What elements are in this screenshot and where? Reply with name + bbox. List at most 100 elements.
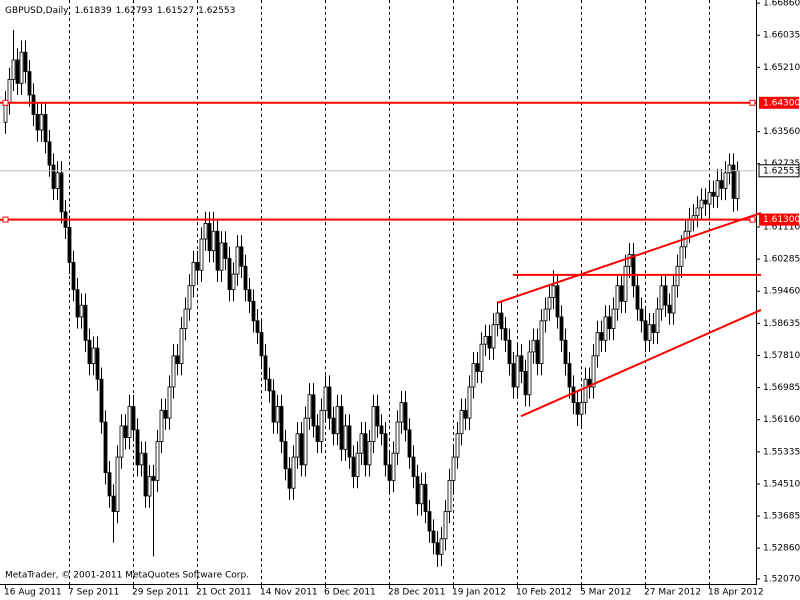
candle-body [199, 238, 204, 271]
candle-body [559, 316, 564, 341]
candle-body [583, 378, 588, 403]
candle-body [219, 242, 224, 271]
candle-body [511, 363, 516, 388]
candle-body [563, 339, 568, 365]
low: 1.61527 [157, 6, 194, 16]
x-tick-label: 7 Sep 2011 [68, 588, 119, 598]
y-tick-label: 1.60285 [763, 255, 800, 265]
candle-body [343, 425, 348, 450]
candle-body [527, 351, 532, 396]
high: 1.62793 [116, 6, 153, 16]
candle-body [535, 339, 540, 365]
candle-body [731, 164, 736, 199]
x-tick-label: 5 Mar 2012 [580, 588, 631, 598]
candle-body [387, 464, 392, 481]
candle-body [475, 363, 480, 372]
candle-body [455, 433, 460, 458]
candle-body [319, 409, 324, 442]
y-tick-label: 1.56985 [763, 383, 800, 393]
candle-body [135, 429, 140, 466]
candle-body [51, 164, 56, 189]
candle-body [71, 262, 76, 291]
candle-body [355, 452, 360, 477]
candle-body [591, 355, 596, 388]
candle-body [707, 191, 712, 205]
candle-body [95, 347, 100, 380]
candle-body [87, 339, 92, 365]
candle-body [139, 452, 144, 466]
candle-body [487, 335, 492, 349]
candle-body [23, 51, 28, 73]
candle-body [379, 425, 384, 435]
candle-body [539, 320, 544, 365]
candle-body [635, 285, 640, 310]
candle-body [723, 172, 728, 189]
candle-body [555, 285, 560, 318]
candle-body [247, 289, 252, 302]
candle-body [43, 114, 48, 143]
candle-body [587, 378, 592, 388]
candle-body [315, 425, 320, 442]
candle-body [675, 265, 680, 287]
current-price-label: 1.62553 [763, 166, 800, 176]
current-price-box [758, 164, 800, 178]
candle-body [667, 304, 672, 314]
trendline [520, 308, 762, 418]
candle-body [295, 433, 300, 458]
candle-body [375, 406, 380, 427]
candle-body [235, 246, 240, 275]
level-marker [749, 99, 756, 106]
candle-body [643, 320, 648, 341]
level-marker [749, 216, 756, 223]
candle-body [603, 316, 608, 341]
candle-body [659, 285, 664, 310]
candle-body [151, 476, 156, 481]
y-tick-label: 1.56160 [763, 415, 800, 425]
candle-body [671, 285, 676, 314]
candle-body [311, 394, 316, 427]
candle-body [695, 207, 700, 217]
candle-body [447, 480, 452, 512]
x-tick-label: 14 Nov 2011 [260, 588, 318, 598]
candle-body [483, 335, 488, 345]
candle-body [595, 332, 600, 357]
candle-body [271, 390, 276, 423]
candle-body [395, 421, 400, 454]
candle-body [75, 289, 80, 318]
candle-body [103, 421, 108, 474]
candle-body [11, 59, 16, 80]
candle-body [159, 409, 164, 442]
candle-body [211, 230, 216, 252]
candle-body [463, 409, 468, 419]
candle-body [127, 406, 132, 439]
candle-body [391, 452, 396, 481]
y-tick-label: 1.54510 [763, 479, 800, 489]
candle-body [419, 483, 424, 505]
candle-body [287, 468, 292, 489]
candle-body [499, 312, 504, 329]
candle-body [519, 355, 524, 372]
candle-body [215, 230, 220, 271]
candle-body [399, 402, 404, 423]
candle-body [623, 265, 628, 302]
candle-body [307, 394, 312, 419]
candle-body [107, 472, 112, 497]
candle-body [279, 406, 284, 442]
y-tick-label: 1.63560 [763, 127, 800, 137]
candle-body [91, 347, 96, 365]
candle-body [191, 262, 196, 287]
y-tick-label: 1.58635 [763, 319, 800, 329]
candle-body [611, 308, 616, 329]
candle-body [131, 406, 136, 431]
candle-body [35, 114, 40, 131]
candle-body [195, 262, 200, 271]
candle-body [451, 456, 456, 481]
candle-body [439, 538, 444, 555]
candle-body [163, 409, 168, 419]
candle-body [647, 324, 652, 341]
candle-body [243, 265, 248, 291]
candle-body [335, 406, 340, 435]
candle-body [431, 530, 436, 544]
